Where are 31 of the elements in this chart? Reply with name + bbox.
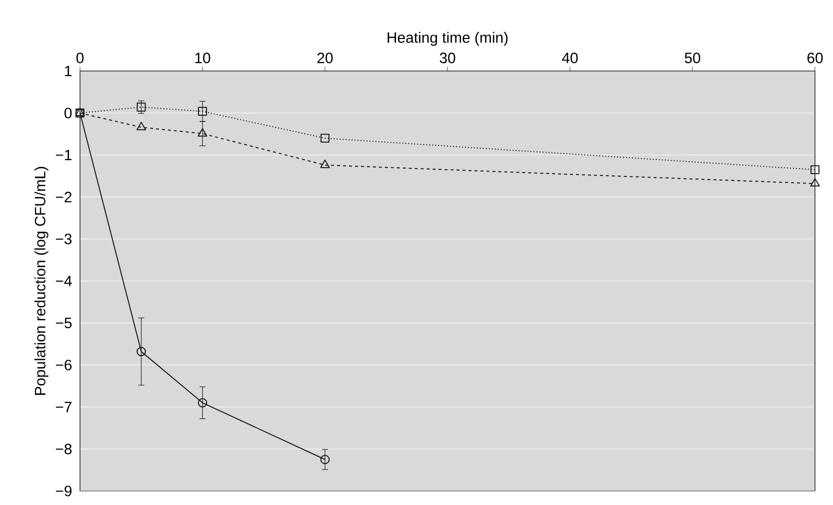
point xyxy=(136,122,146,130)
point xyxy=(198,398,208,408)
y-tick-label: 0 xyxy=(64,108,72,118)
y-tick-label: −3 xyxy=(56,234,72,244)
point xyxy=(136,102,146,112)
y-tick-label: −5 xyxy=(56,318,72,328)
point xyxy=(320,454,330,464)
point xyxy=(810,178,820,187)
point xyxy=(320,134,330,143)
y-tick-label: −6 xyxy=(56,360,72,370)
x-tick-label: 60 xyxy=(807,52,823,64)
point xyxy=(136,346,146,356)
y-tick-label: −4 xyxy=(56,276,72,286)
y-tick-label: 1 xyxy=(65,66,72,76)
point xyxy=(198,128,208,137)
x-tick-label: 20 xyxy=(317,52,333,64)
x-tick-label: 40 xyxy=(562,52,578,64)
y-tick-label: −1 xyxy=(56,150,72,160)
y-tick-label: −7 xyxy=(56,402,72,412)
y-tick-label: −2 xyxy=(56,192,72,202)
x-tick-label: 0 xyxy=(76,52,84,64)
x-axis-title: Heating time (min) xyxy=(388,32,508,46)
point xyxy=(320,160,330,168)
x-tick-label: 50 xyxy=(684,52,700,64)
point xyxy=(810,165,820,174)
y-axis-title: Population reduction (log CFU/mL) xyxy=(34,166,48,395)
x-tick-label: 30 xyxy=(440,52,456,64)
point xyxy=(198,106,207,116)
y-tick-label: −8 xyxy=(56,444,72,454)
x-tick-label: 10 xyxy=(195,52,210,64)
y-tick-label: −9 xyxy=(56,486,72,496)
